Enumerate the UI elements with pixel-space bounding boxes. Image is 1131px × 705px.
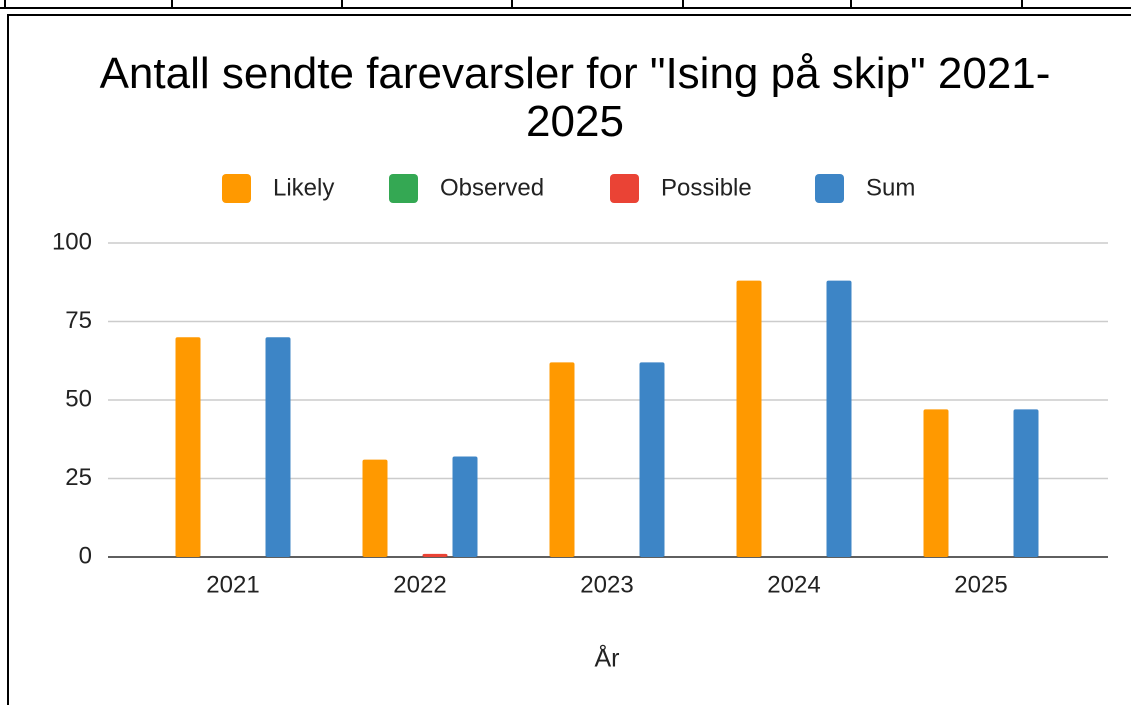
bar xyxy=(923,409,949,557)
legend-label: Observed xyxy=(440,174,544,201)
chart-frame xyxy=(7,14,1131,705)
x-tick-label: 2025 xyxy=(954,571,1007,598)
bar xyxy=(826,280,852,557)
y-tick-label: 75 xyxy=(65,307,92,334)
x-axis-title: År xyxy=(595,643,620,673)
bar xyxy=(265,337,291,557)
legend-swatch xyxy=(222,174,251,203)
x-tick-label: 2024 xyxy=(767,571,820,598)
bar xyxy=(1013,409,1039,557)
bar xyxy=(549,362,575,557)
bar xyxy=(736,280,762,557)
bar xyxy=(175,337,201,557)
y-tick-label: 0 xyxy=(79,542,92,569)
bar xyxy=(452,456,478,557)
legend-swatch xyxy=(610,174,639,203)
y-tick-label: 100 xyxy=(52,228,92,255)
legend-label: Possible xyxy=(661,174,752,201)
sheet-grid xyxy=(0,0,1131,9)
x-tick-label: 2021 xyxy=(206,571,259,598)
legend-label: Likely xyxy=(273,174,334,201)
bar xyxy=(362,459,388,557)
chart-title: Antall sendte farevarsler for "Ising på … xyxy=(99,49,1051,146)
bar xyxy=(639,362,665,557)
y-tick-label: 50 xyxy=(65,385,92,412)
x-tick-label: 2023 xyxy=(580,571,633,598)
y-tick-label: 25 xyxy=(65,464,92,491)
bar xyxy=(422,553,448,557)
legend-swatch xyxy=(389,174,418,203)
legend-swatch xyxy=(815,174,844,203)
legend-label: Sum xyxy=(866,174,915,201)
x-tick-label: 2022 xyxy=(393,571,446,598)
